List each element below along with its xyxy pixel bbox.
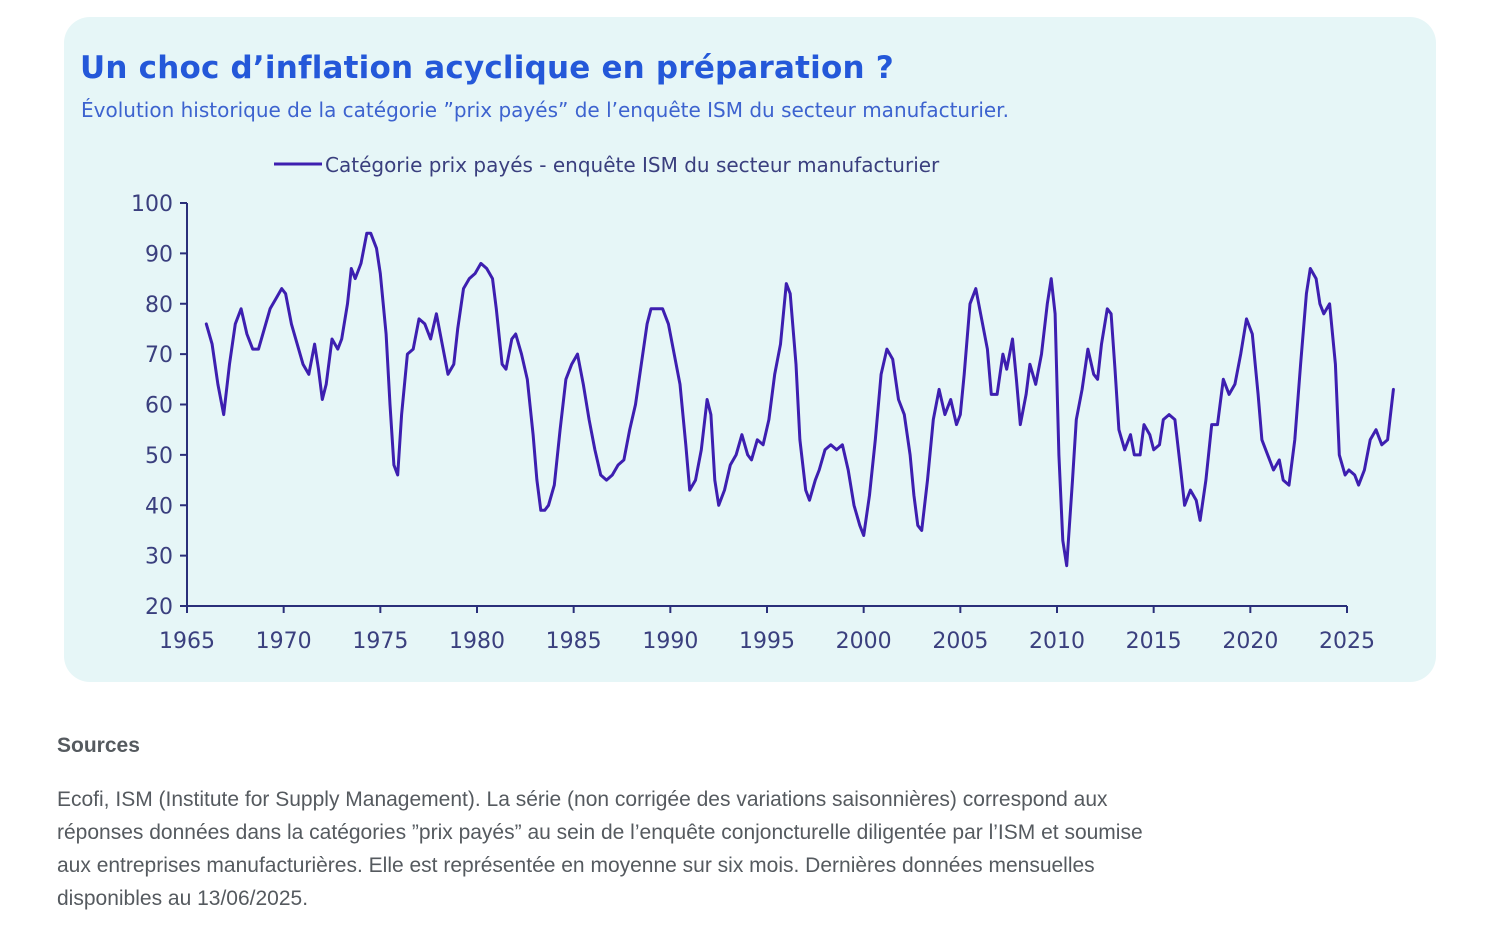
y-tick-label: 40 [145, 494, 173, 519]
x-tick-label: 2005 [932, 629, 988, 654]
x-tick-label: 1995 [739, 629, 795, 654]
plot-area [204, 231, 1395, 568]
y-tick-label: 30 [145, 545, 173, 570]
sources-heading: Sources [57, 734, 140, 757]
x-tick-label: 2010 [1029, 629, 1085, 654]
axes: 20 30 40 50 60 70 80 90 100 1965 1970 1975 1980 1985 1… [131, 192, 1375, 654]
sources-text: Ecofi, ISM (Institute for Supply Managem… [57, 783, 1437, 915]
y-tick-label: 100 [131, 192, 173, 217]
y-tick-label: 80 [145, 293, 173, 318]
line-chart: Catégorie prix payés - enquête ISM du se… [131, 153, 1395, 654]
x-tick-label: 1985 [546, 629, 602, 654]
x-tick-label: 2000 [836, 629, 892, 654]
chart-title: Un choc d’inflation acyclique en prépara… [80, 50, 894, 86]
y-tick-label: 90 [145, 242, 173, 267]
y-tick-label: 70 [145, 343, 173, 368]
series-line [204, 231, 1395, 568]
x-tick-label: 1965 [159, 629, 215, 654]
sources-line: aux entreprises manufacturières. Elle es… [57, 854, 1095, 877]
x-tick-label: 1975 [352, 629, 408, 654]
x-tick-label: 1990 [642, 629, 698, 654]
chart-card [64, 17, 1436, 682]
sources-line: disponibles au 13/06/2025. [57, 887, 309, 910]
x-tick-label: 1970 [256, 629, 312, 654]
x-tick-label: 2020 [1222, 629, 1278, 654]
y-tick-label: 60 [145, 394, 173, 419]
legend-label: Catégorie prix payés - enquête ISM du se… [325, 153, 940, 177]
sources-line: réponses données dans la catégories ”pri… [57, 821, 1143, 844]
chart-subtitle: Évolution historique de la catégorie ”pr… [81, 98, 1009, 122]
sources-line: Ecofi, ISM (Institute for Supply Managem… [57, 788, 1108, 811]
x-tick-label: 1980 [449, 629, 505, 654]
x-tick-label: 2015 [1126, 629, 1182, 654]
y-tick-label: 20 [145, 595, 173, 620]
x-tick-label: 2025 [1319, 629, 1375, 654]
y-tick-label: 50 [145, 444, 173, 469]
legend: Catégorie prix payés - enquête ISM du se… [274, 153, 940, 177]
